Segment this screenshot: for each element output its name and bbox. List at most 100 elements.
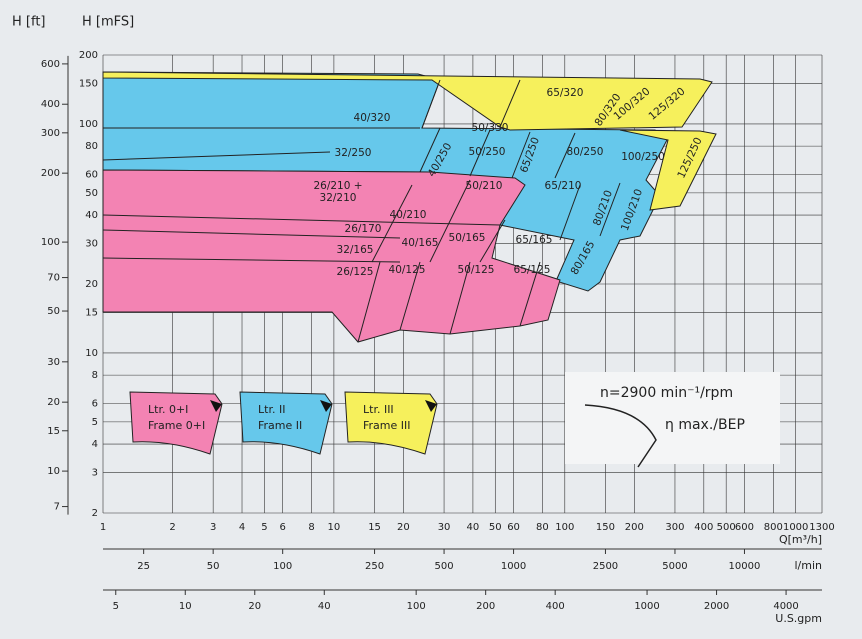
region-label: 100/250 [621, 151, 665, 163]
y-tick-label: 150 [79, 79, 98, 90]
legend-label: Frame 0+I [148, 419, 205, 432]
x2-tick-label: 25 [137, 561, 150, 572]
y-tick-label: 15 [85, 308, 98, 319]
x-tick-label: 4 [239, 522, 245, 533]
y-tick-label: 60 [85, 170, 98, 181]
region-label: 50/210 [466, 180, 503, 192]
x-tick-label: 300 [665, 522, 684, 533]
y2-tick-label: 50 [47, 306, 60, 317]
y-tick-label: 3 [92, 468, 98, 479]
y2-tick-label: 300 [41, 128, 60, 139]
x-tick-label: 50 [489, 522, 502, 533]
x-tick-label: 1000 [783, 522, 808, 533]
region-label: 32/210 [320, 192, 357, 204]
x-tick-label: 200 [625, 522, 644, 533]
legend-swatch [129, 391, 223, 455]
region-edge [102, 214, 501, 226]
annotation-box [565, 372, 780, 464]
region-label: 50/165 [449, 232, 486, 244]
x-tick-label: 30 [438, 522, 451, 533]
x-tick-label: 40 [467, 522, 480, 533]
x3-tick-label: 2000 [704, 601, 729, 612]
range-area [102, 71, 713, 131]
range-area [619, 129, 717, 211]
region-edge [421, 79, 441, 129]
y2-tick-label: 7 [54, 502, 60, 513]
x-tick-label: 150 [596, 522, 615, 533]
y-tick-label: 200 [79, 50, 98, 61]
y2-tick-label: 200 [41, 168, 60, 179]
y2-axis-label: H [ft] [12, 15, 46, 30]
x2-tick-label: 50 [207, 561, 220, 572]
x-tick-label: 1 [100, 522, 106, 533]
region-label: 80/250 [567, 146, 604, 158]
legend-marker [210, 400, 222, 412]
y-tick-label: 50 [85, 188, 98, 199]
region-label: 26/125 [337, 266, 374, 278]
region-edge [357, 261, 381, 343]
x-tick-label: 1300 [809, 522, 834, 533]
legend-label: Ltr. II [258, 403, 285, 416]
y2-tick-label: 100 [41, 237, 60, 248]
x-tick-label: 2 [169, 522, 175, 533]
x3-tick-label: 40 [318, 601, 331, 612]
x-tick-label: 5 [261, 522, 267, 533]
x3-tick-label: 200 [476, 601, 495, 612]
region-edge [599, 182, 621, 237]
region-label: 50/250 [469, 146, 506, 158]
y-axis-label: H [mFS] [82, 15, 134, 30]
region-edge [429, 179, 471, 263]
region-label: 50/125 [458, 264, 495, 276]
region-edge [102, 257, 401, 263]
y-tick-label: 4 [92, 439, 98, 450]
y2-tick-label: 600 [41, 59, 60, 70]
legend-swatch [239, 391, 333, 455]
region-edge [559, 184, 581, 241]
y2-tick-label: 10 [47, 466, 60, 477]
y-tick-label: 100 [79, 119, 98, 130]
x-tick-label: 6 [279, 522, 285, 533]
region-edge [102, 151, 331, 161]
y-tick-label: 5 [92, 417, 98, 428]
region-edge [419, 127, 441, 173]
region-edge [371, 184, 413, 263]
y-tick-label: 80 [85, 141, 98, 152]
bep-curve [584, 404, 657, 468]
region-edge [511, 131, 531, 179]
x3-tick-label: 20 [248, 601, 261, 612]
region-label: 26/170 [345, 223, 382, 235]
x3-tick-label: 4000 [773, 601, 798, 612]
region-edge [519, 261, 541, 327]
x2-tick-label: 500 [435, 561, 454, 572]
regions [102, 71, 717, 343]
x-tick-label: 20 [397, 522, 410, 533]
x2-axis-label: l/min [794, 559, 822, 572]
region-label: 65/210 [545, 180, 582, 192]
region-edge [499, 79, 521, 128]
legend-marker [425, 400, 437, 412]
region-label: 50/330 [472, 122, 509, 134]
x-tick-label: 60 [507, 522, 520, 533]
region-label: 32/250 [335, 147, 372, 159]
legend-label: Ltr. 0+I [148, 403, 188, 416]
x2-tick-label: 100 [273, 561, 292, 572]
y-tick-label: 2 [92, 508, 98, 519]
legend-swatch [344, 391, 438, 455]
y2-tick-label: 20 [47, 397, 60, 408]
region-label: 26/210 + [313, 180, 362, 192]
region-label: 32/165 [337, 244, 374, 256]
x3-axis-label: U.S.gpm [775, 612, 822, 625]
legend-label: Frame III [363, 419, 411, 432]
y-tick-label: 30 [85, 239, 98, 250]
y2-tick-label: 30 [47, 357, 60, 368]
legend-label: Ltr. III [363, 403, 394, 416]
x-tick-label: 600 [735, 522, 754, 533]
x-tick-label: 500 [717, 522, 736, 533]
x3-tick-label: 400 [546, 601, 565, 612]
region-edge [102, 229, 401, 239]
x-tick-label: 15 [368, 522, 381, 533]
x3-tick-label: 100 [407, 601, 426, 612]
region-edge [449, 261, 471, 335]
x-tick-label: 100 [555, 522, 574, 533]
